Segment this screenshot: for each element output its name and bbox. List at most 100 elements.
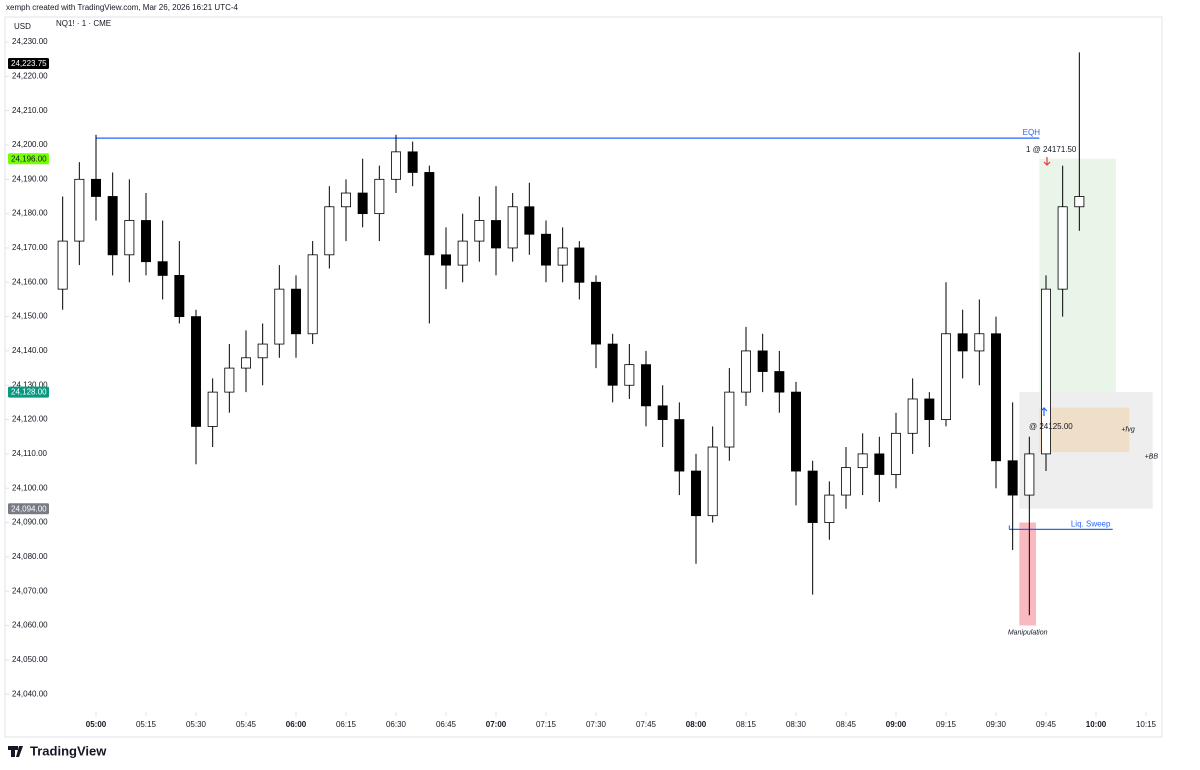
candle-body bbox=[374, 178, 385, 215]
zone-label: +fvg bbox=[1121, 427, 1135, 434]
candle-body bbox=[941, 333, 951, 420]
candle-body bbox=[924, 398, 935, 420]
candle-body bbox=[107, 196, 118, 256]
candle-body bbox=[274, 288, 285, 345]
x-tick-label: 07:45 bbox=[636, 720, 657, 729]
candle-body bbox=[424, 172, 435, 256]
chart-frame bbox=[4, 16, 1163, 738]
candle-body bbox=[957, 333, 968, 352]
candle-body bbox=[257, 343, 268, 359]
candle-body bbox=[74, 178, 85, 242]
candle-body bbox=[1041, 288, 1051, 455]
x-tick-label: 08:30 bbox=[786, 720, 807, 729]
candle-body bbox=[691, 470, 701, 517]
candle-body bbox=[857, 453, 868, 469]
candle-body bbox=[124, 220, 135, 256]
x-tick-label: 08:15 bbox=[736, 720, 757, 729]
candle-body bbox=[907, 398, 918, 434]
price-badge-label: 24,196.00 bbox=[11, 154, 47, 163]
candle-body bbox=[241, 357, 251, 369]
x-tick-label: 07:30 bbox=[586, 720, 607, 729]
x-tick-label: 06:00 bbox=[286, 720, 307, 729]
candle-body bbox=[191, 316, 201, 427]
candle-body bbox=[91, 178, 101, 197]
candle-body bbox=[974, 333, 985, 352]
candle-body bbox=[407, 151, 418, 173]
candle-body bbox=[57, 240, 68, 290]
level-label: EQH bbox=[1023, 128, 1041, 137]
zone-label: +BB bbox=[1145, 453, 1159, 460]
trade-arrow bbox=[1043, 157, 1051, 166]
zone bbox=[1019, 522, 1036, 626]
candle-body bbox=[491, 220, 501, 249]
y-tick-label: 24,180.00 bbox=[12, 209, 48, 218]
currency: USD bbox=[14, 22, 31, 31]
candle-body bbox=[341, 192, 351, 208]
candle-body bbox=[524, 206, 535, 235]
x-tick-label: 08:45 bbox=[836, 720, 857, 729]
candle-body bbox=[457, 240, 468, 266]
candle-body bbox=[607, 343, 618, 386]
candle-body bbox=[207, 391, 218, 427]
candle-body bbox=[391, 151, 401, 180]
candle-body bbox=[874, 453, 885, 475]
trade-label: 1 @ 24171.50 bbox=[1026, 145, 1077, 154]
candle-body bbox=[357, 192, 368, 215]
x-tick-label: 05:30 bbox=[186, 720, 207, 729]
y-tick-label: 24,150.00 bbox=[12, 312, 48, 321]
candle-body bbox=[541, 233, 551, 266]
candle-body bbox=[841, 467, 851, 496]
y-tick-label: 24,170.00 bbox=[12, 243, 48, 252]
logo-text: TradingView bbox=[30, 743, 107, 758]
x-tick-label: 05:15 bbox=[136, 720, 157, 729]
candle-body bbox=[307, 254, 318, 335]
y-tick-label: 24,200.00 bbox=[12, 140, 48, 149]
candle-body bbox=[674, 419, 685, 472]
candle-body bbox=[291, 288, 301, 335]
candle-body bbox=[1074, 196, 1085, 208]
candle-body bbox=[657, 405, 668, 420]
y-tick-label: 24,130.00 bbox=[12, 380, 48, 389]
x-tick-label: 10:00 bbox=[1086, 720, 1107, 729]
x-tick-label: 05:45 bbox=[236, 720, 257, 729]
logo-icon bbox=[8, 746, 23, 757]
price-badge bbox=[8, 57, 49, 69]
y-tick-label: 24,080.00 bbox=[12, 552, 48, 561]
candle-body bbox=[591, 281, 601, 345]
candle-body bbox=[824, 494, 835, 523]
candle-body bbox=[741, 350, 751, 393]
x-tick-label: 10:15 bbox=[1136, 720, 1157, 729]
y-tick-label: 24,190.00 bbox=[12, 174, 48, 183]
header-text: xemph created with TradingView.com, Mar … bbox=[6, 3, 239, 12]
price-badge bbox=[8, 153, 49, 165]
x-tick-label: 07:15 bbox=[536, 720, 557, 729]
y-tick-label: 24,140.00 bbox=[12, 346, 48, 355]
x-tick-label: 09:00 bbox=[886, 720, 907, 729]
logo: TradingView bbox=[8, 743, 107, 758]
x-tick-label: 09:15 bbox=[936, 720, 957, 729]
candle-body bbox=[224, 367, 235, 393]
candle-body bbox=[174, 275, 185, 318]
candle-body bbox=[141, 220, 151, 263]
candle-body bbox=[474, 220, 485, 242]
x-tick-label: 09:30 bbox=[986, 720, 1007, 729]
candle-body bbox=[1057, 206, 1068, 290]
candle-body bbox=[441, 254, 451, 266]
y-tick-label: 24,120.00 bbox=[12, 415, 48, 424]
price-badge-label: 24,094.00 bbox=[11, 504, 47, 513]
symbol: NQ1! · 1 · CME bbox=[56, 19, 111, 28]
y-tick-label: 24,220.00 bbox=[12, 71, 48, 80]
y-tick-label: 24,160.00 bbox=[12, 277, 48, 286]
y-tick-label: 24,100.00 bbox=[12, 483, 48, 492]
candle-body bbox=[157, 261, 168, 276]
candle-body bbox=[807, 470, 818, 523]
zone bbox=[1039, 407, 1130, 453]
candle-body bbox=[557, 247, 568, 266]
candle-body bbox=[757, 350, 768, 372]
candle-body bbox=[724, 391, 735, 448]
zone-label: Manipulation bbox=[1008, 629, 1048, 636]
candle-body bbox=[641, 364, 651, 407]
y-tick-label: 24,040.00 bbox=[12, 689, 48, 698]
